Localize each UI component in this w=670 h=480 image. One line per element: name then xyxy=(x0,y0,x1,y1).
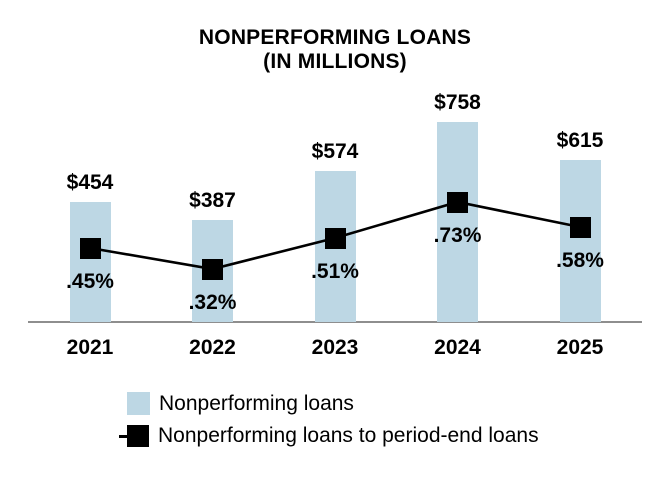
pct-label-2025: .58% xyxy=(556,249,604,272)
x-axis-baseline xyxy=(28,321,642,323)
bar-value-label-2025: $615 xyxy=(556,129,604,152)
line-marker-2025 xyxy=(569,216,591,238)
bar-2025 xyxy=(559,160,601,322)
x-axis-label-2023: 2023 xyxy=(311,336,359,359)
bar-series-swatch xyxy=(127,392,150,415)
line-marker-2024 xyxy=(447,191,468,213)
line-marker-2022 xyxy=(202,258,223,280)
bar-value-label-2024: $758 xyxy=(434,91,481,114)
chart-title-block: NONPERFORMING LOANS (IN MILLIONS) xyxy=(0,26,670,74)
line-marker-2021 xyxy=(79,237,101,259)
legend-label-line-series: Nonperforming loans to period-end loans xyxy=(158,424,539,447)
legend-item-loans-ratio: Nonperforming loans to period-end loans xyxy=(119,424,539,447)
chart-title: NONPERFORMING LOANS xyxy=(198,26,472,49)
bar-2021 xyxy=(69,202,111,322)
bar-value-label-2021: $454 xyxy=(66,171,114,194)
bar-2024 xyxy=(437,122,478,322)
x-axis-label-2024: 2024 xyxy=(434,336,481,359)
pct-label-2022: .32% xyxy=(188,291,237,314)
x-axis-label-2022: 2022 xyxy=(189,336,236,359)
x-axis-label-2025: 2025 xyxy=(556,336,604,359)
legend-line-stub xyxy=(119,434,133,438)
legend-label-bar-series: Nonperforming loans xyxy=(159,392,354,415)
x-axis-label-2021: 2021 xyxy=(66,336,114,359)
bar-value-label-2023: $574 xyxy=(311,140,359,163)
pct-label-2021: .45% xyxy=(66,270,114,293)
chart-subtitle: (IN MILLIONS) xyxy=(263,50,407,73)
line-marker-swatch xyxy=(119,424,149,447)
pct-label-2023: .51% xyxy=(311,260,359,283)
bar-value-label-2022: $387 xyxy=(189,189,236,212)
legend-item-nonperforming-loans: Nonperforming loans xyxy=(127,392,539,415)
legend: Nonperforming loans Nonperforming loans … xyxy=(119,392,539,447)
line-marker-2023 xyxy=(324,227,346,249)
pct-label-2024: .73% xyxy=(433,224,482,247)
